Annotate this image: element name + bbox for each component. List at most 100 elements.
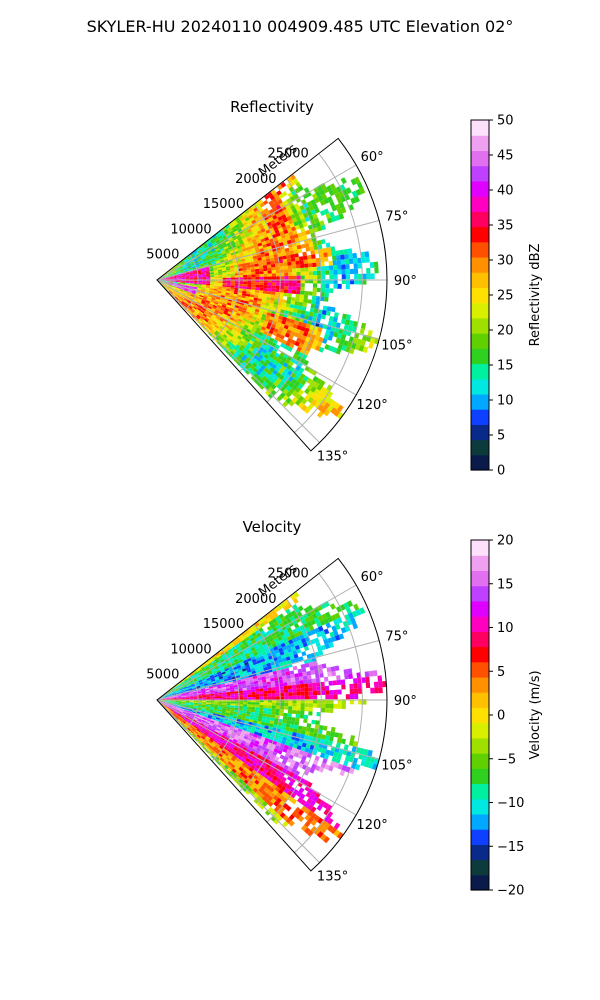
radar-gate <box>174 710 179 714</box>
radar-gate <box>232 666 238 671</box>
radar-gate <box>316 690 322 696</box>
radar-gate <box>169 279 174 280</box>
radar-gate <box>222 701 227 704</box>
radar-gate <box>186 674 191 679</box>
radar-gate <box>208 724 213 728</box>
radar-gate <box>165 278 170 279</box>
radar-gate <box>185 285 190 288</box>
radar-gate <box>193 704 198 707</box>
radar-gate <box>201 706 206 709</box>
radar-gate <box>240 337 246 343</box>
radar-gate <box>256 334 262 340</box>
radar-gate <box>340 318 346 325</box>
radar-gate <box>173 292 177 295</box>
radar-gate <box>249 224 255 229</box>
radar-gate <box>225 660 230 665</box>
radar-gate <box>314 304 320 310</box>
radar-gate <box>261 313 267 318</box>
radar-gate <box>225 249 230 254</box>
radar-gate <box>236 730 242 735</box>
radar-gate <box>172 285 177 288</box>
radar-gate <box>242 265 247 269</box>
radar-gate <box>182 712 187 716</box>
radar-gate <box>216 340 222 346</box>
radar-gate <box>290 257 296 262</box>
radar-gate <box>259 668 264 672</box>
radar-gate <box>254 749 260 755</box>
radar-gate <box>222 697 227 700</box>
radar-gate <box>303 298 308 304</box>
radar-gate <box>189 285 194 287</box>
radar-gate <box>187 265 192 269</box>
radar-gate <box>203 252 209 256</box>
radar-gate <box>241 335 247 341</box>
radar-gate <box>214 256 219 260</box>
radar-gate <box>244 636 250 642</box>
radar-gate <box>237 292 243 296</box>
radar-gate <box>359 187 366 195</box>
radar-gate <box>185 295 190 299</box>
radar-gate <box>173 281 178 283</box>
radar-gate <box>271 702 277 706</box>
radar-gate <box>281 371 287 377</box>
radar-gate <box>261 651 267 656</box>
radar-gate <box>211 296 217 299</box>
radar-gate <box>324 735 330 741</box>
radar-gate <box>328 345 334 352</box>
radar-gate <box>295 260 300 265</box>
radar-gate <box>315 221 321 228</box>
radar-gate <box>199 731 204 735</box>
radar-gate <box>198 280 203 283</box>
radar-gate <box>247 694 252 698</box>
radar-gate <box>232 260 238 264</box>
radar-gate <box>340 679 346 685</box>
radar-gate <box>169 698 174 699</box>
radar-gate <box>305 791 312 798</box>
radar-gate <box>236 769 242 774</box>
radar-gate <box>255 691 260 695</box>
radar-gate <box>329 703 334 709</box>
radar-gate <box>229 683 234 687</box>
radar-gate <box>171 707 176 710</box>
radar-gate <box>279 269 285 273</box>
radar-gate <box>272 789 278 796</box>
radar-gate <box>281 331 287 337</box>
radar-gate <box>201 693 206 696</box>
radar-gate <box>299 750 305 756</box>
radar-gate <box>165 281 170 283</box>
radar-gate <box>284 332 290 338</box>
radar-gate <box>312 375 319 383</box>
radar-gate <box>179 688 184 692</box>
radar-gate <box>322 338 328 344</box>
radar-gate <box>256 220 262 225</box>
radar-gate <box>221 291 226 295</box>
radar-gate <box>336 675 341 681</box>
radar-gate <box>240 678 246 682</box>
radar-gate <box>194 262 200 266</box>
radar-gate <box>214 274 219 277</box>
radar-gate <box>214 705 219 708</box>
radar-gate <box>190 714 195 718</box>
radar-gate <box>245 322 250 327</box>
radar-gate <box>264 389 271 396</box>
radar-gate <box>171 706 176 709</box>
radar-gate <box>246 286 252 290</box>
radar-gate <box>305 743 311 749</box>
radar-gate <box>184 689 189 692</box>
radar-gate <box>361 257 366 263</box>
radar-gate <box>178 298 183 302</box>
radar-gate <box>210 323 215 328</box>
radar-gate <box>233 262 238 266</box>
radar-gate <box>244 257 250 261</box>
radar-gate <box>309 246 315 251</box>
radar-gate <box>250 307 256 312</box>
radar-gate <box>186 255 191 259</box>
radar-gate <box>216 671 222 675</box>
radar-gate <box>291 217 298 223</box>
radar-gate <box>181 301 186 305</box>
radar-gate <box>252 720 258 724</box>
radar-gate <box>225 251 231 255</box>
radar-gate <box>298 301 304 307</box>
radar-gate <box>210 282 215 285</box>
radar-gate <box>350 735 355 741</box>
